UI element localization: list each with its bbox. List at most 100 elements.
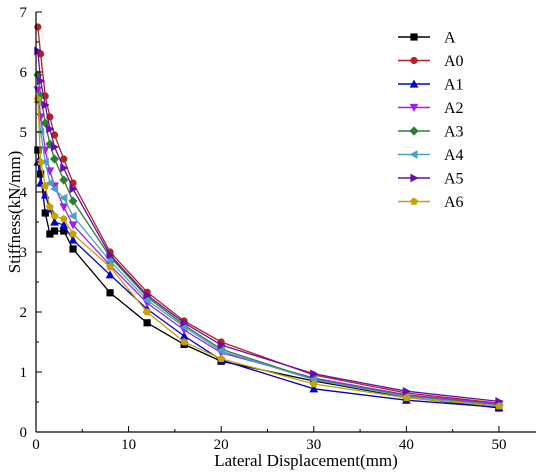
x-axis-title: Lateral Displacement(mm) [214, 451, 398, 470]
series-point-a5 [310, 369, 319, 379]
legend-label: A3 [444, 124, 464, 141]
y-tick-label: 7 [20, 5, 28, 21]
series-point-a3 [49, 154, 60, 164]
series-point-a5 [46, 124, 55, 134]
legend-label: A5 [444, 171, 464, 188]
series-point-a5 [60, 163, 69, 173]
y-tick-label: 1 [20, 365, 28, 381]
series-point-a5 [402, 386, 411, 396]
series-point-a1 [68, 235, 78, 244]
series-point-a6 [143, 307, 151, 316]
series-point-a5 [217, 340, 226, 350]
series-point-a [143, 319, 151, 327]
x-tick-label: 30 [306, 437, 321, 453]
legend-entry-a2: A2 [398, 100, 464, 117]
series-point-a6 [180, 337, 189, 346]
series-point-a4 [45, 178, 54, 188]
legend-label: A4 [444, 147, 464, 164]
series-point-a [106, 289, 114, 297]
series-point-a5 [41, 100, 50, 110]
legend-marker [410, 173, 419, 183]
legend-entry-a1: A1 [398, 77, 464, 94]
legend-entry-a3: A3 [398, 124, 464, 141]
series-point-a [50, 227, 59, 235]
x-tick-label: 10 [121, 437, 136, 453]
series-point-a2 [59, 203, 69, 212]
series-point-a5 [69, 184, 78, 194]
y-tick-label: 0 [20, 425, 28, 441]
series-point-a4 [68, 211, 77, 221]
series-point-a6 [50, 211, 59, 220]
series-line-a5 [37, 50, 500, 403]
x-tick-label: 40 [399, 437, 414, 453]
legend-marker [410, 33, 418, 41]
series-point-a3 [59, 175, 69, 185]
legend-entry-a6: A6 [398, 194, 464, 211]
series-point-a6 [41, 181, 50, 190]
series-line-a4 [37, 101, 500, 407]
series-a4 [33, 97, 503, 410]
y-tick-label: 5 [20, 125, 28, 141]
legend-marker [409, 79, 419, 88]
series-point-a4 [105, 256, 114, 266]
series-point-a4 [49, 184, 59, 194]
legend-label: A [444, 30, 456, 47]
axes: 0 10 20 30 40 50 0 1 2 3 4 5 6 7 [20, 5, 536, 453]
series-point-a5 [180, 318, 189, 328]
series-point-a1 [309, 384, 319, 393]
series-point-a [34, 146, 42, 154]
series-line-a6 [37, 98, 500, 407]
legend-label: A0 [444, 53, 464, 70]
series-point-a2 [45, 167, 55, 176]
series-point-a1 [50, 217, 59, 226]
series-point-a6 [402, 393, 411, 402]
x-tick-label: 50 [491, 437, 506, 453]
series-point-a [69, 245, 77, 253]
series-point-a4 [40, 157, 49, 167]
series-point-a2 [68, 221, 78, 230]
legend-label: A2 [444, 100, 464, 117]
series-point-a5 [37, 76, 46, 86]
series-point-a4 [59, 193, 68, 203]
x-tick-label: 0 [32, 437, 40, 453]
y-tick-label: 3 [20, 245, 28, 261]
series-point-a6 [69, 229, 77, 238]
series-point-a5 [106, 250, 115, 260]
series-point-a6 [106, 262, 114, 271]
series-point-a6 [495, 402, 503, 410]
series-a [34, 146, 503, 412]
legend-marker [409, 126, 419, 136]
series-point-a5 [50, 142, 60, 152]
series-point-a1 [59, 220, 69, 229]
series-point-a1 [105, 270, 115, 279]
series-point-a [37, 170, 45, 178]
series-point-a6 [36, 157, 45, 166]
series-point-a6 [59, 214, 68, 223]
series-point-a5 [143, 290, 152, 300]
series-a6 [33, 94, 503, 410]
series-point-a3 [68, 196, 78, 206]
legend-marker [409, 150, 418, 159]
series-point-a4 [142, 295, 151, 305]
legend-marker [410, 56, 418, 65]
y-tick-label: 4 [20, 185, 28, 201]
legend-label: A6 [444, 194, 464, 211]
legend: A A0 A1 A2 A3 A4 A5 A6 [398, 30, 464, 211]
series-point-a6 [217, 354, 226, 363]
legend-marker [410, 197, 418, 205]
legend-entry-a4: A4 [398, 147, 464, 164]
series-point-a6 [309, 379, 318, 388]
series-point-a6 [46, 202, 54, 211]
series-point-a0 [60, 155, 68, 163]
legend-marker [409, 103, 419, 113]
legend-entry-a0: A0 [398, 53, 464, 70]
legend-label: A1 [444, 77, 464, 94]
y-axis-title: Stiffness(kN/mm) [5, 151, 24, 273]
legend-entry-a: A [398, 30, 456, 47]
y-tick-label: 6 [20, 65, 28, 81]
series-point-a [41, 209, 49, 217]
y-tick-label: 2 [20, 305, 28, 321]
